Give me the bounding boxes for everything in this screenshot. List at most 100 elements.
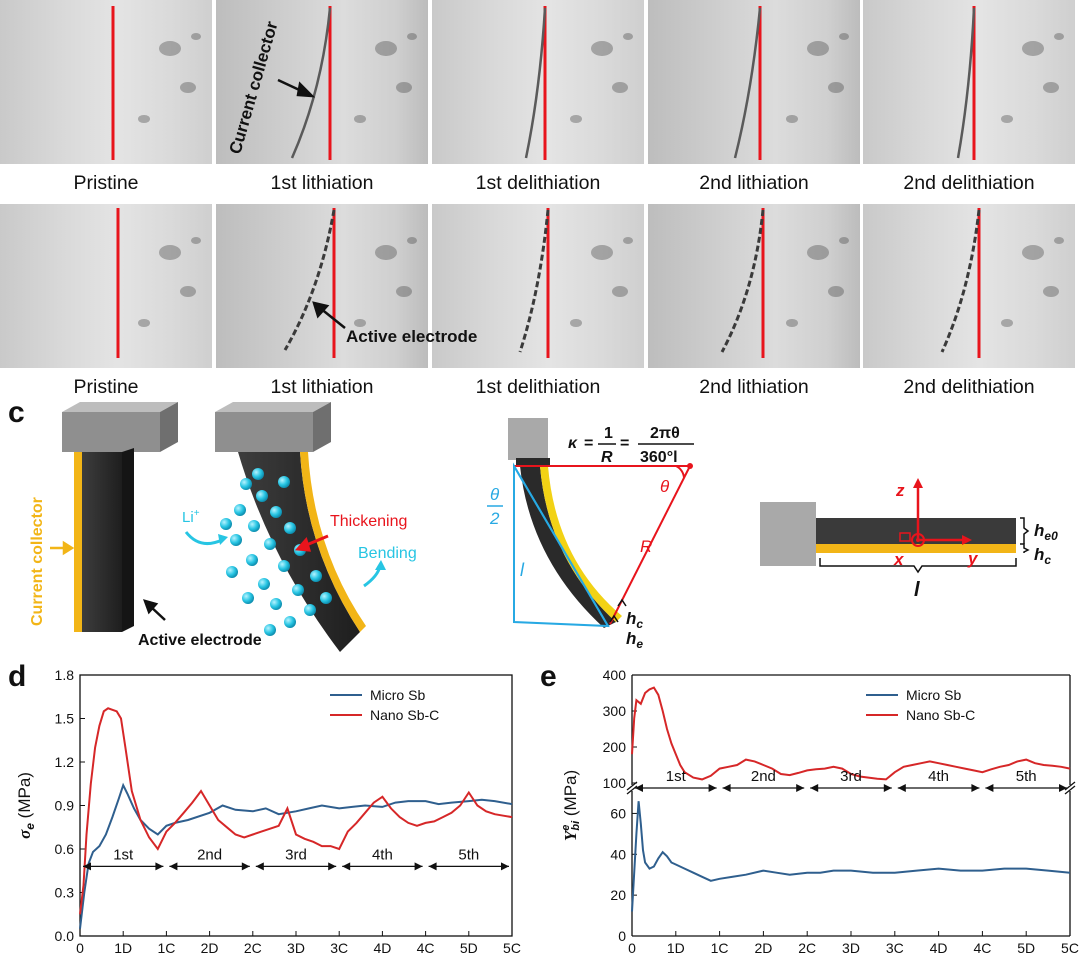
legend-label: Micro Sb xyxy=(906,687,961,703)
chart-d-cycle-label: 3rd xyxy=(285,846,307,863)
axis-y: y xyxy=(967,549,979,568)
chart-d-arrow-head xyxy=(255,862,264,871)
x-tick-label: 0 xyxy=(628,940,636,956)
row_a-photo xyxy=(432,0,644,164)
x-tick-label: 0 xyxy=(76,940,84,956)
thickening-label: Thickening xyxy=(330,513,407,530)
x-tick-label: 3C xyxy=(330,940,348,956)
thickening-arrow xyxy=(294,534,329,552)
row_a-caption: 2nd delithiation xyxy=(903,172,1035,194)
debris-spot xyxy=(807,41,829,57)
debris-spot xyxy=(406,32,417,40)
break-mark xyxy=(1064,785,1076,795)
y-tick-label: 40 xyxy=(610,846,626,862)
r-label: R xyxy=(640,537,652,556)
x-tick-label: 4D xyxy=(930,940,948,956)
debris-spot xyxy=(838,32,849,40)
y-tick-label: 0.9 xyxy=(55,798,75,814)
debris-spot xyxy=(406,236,417,244)
chart-d: 0.0 0.3 0.6 0.9 1.2 1.5 1.8 0 1D 1C 2D 2C 3D 3C 4D 4C 5D… xyxy=(15,667,521,956)
debris-spot xyxy=(807,245,829,261)
hc-he-brace xyxy=(609,598,627,623)
panel-label-d: d xyxy=(8,660,27,693)
chart-e-arrow-head xyxy=(722,784,731,792)
plot-frame xyxy=(79,674,513,937)
panel-c-schematic: Current collector Active electrode Li+ T… xyxy=(29,402,1058,652)
li-arrow-head xyxy=(218,534,228,545)
he-label-geometry: he xyxy=(626,629,643,651)
debris-spot xyxy=(622,32,633,40)
axis-x: x xyxy=(893,550,905,569)
row_a-photo xyxy=(648,0,860,164)
active-electrode-label: Active electrode xyxy=(138,632,262,649)
series-line-nano-sb-c xyxy=(631,686,1071,781)
row_a-photo xyxy=(216,0,428,164)
x-tick-label: 5D xyxy=(460,940,478,956)
debris-spot xyxy=(375,245,397,261)
collector-arrow xyxy=(50,540,75,556)
debris-spot xyxy=(785,114,798,124)
chart-d-arrow-head xyxy=(428,862,437,871)
x-tick-label: 1C xyxy=(157,940,175,956)
x-tick-label: 2D xyxy=(754,940,772,956)
row_a-caption: Pristine xyxy=(73,172,139,194)
chart-d-cycle-label: 4th xyxy=(372,846,393,863)
legend-label: Nano Sb-C xyxy=(370,707,439,723)
debris-spot xyxy=(612,82,629,94)
chart-d-arrow-head xyxy=(342,862,351,871)
x-tick-label: 3D xyxy=(287,940,305,956)
break-mark xyxy=(1064,781,1076,791)
row_a-caption: 2nd lithiation xyxy=(699,172,809,194)
y-tick-label: 1.8 xyxy=(55,667,75,683)
debris-spot xyxy=(159,41,181,57)
legend-label: Nano Sb-C xyxy=(906,707,975,723)
chart-e-arrow-head xyxy=(810,784,819,792)
debris-spot xyxy=(1053,236,1064,244)
row_b-caption: Pristine xyxy=(73,376,139,398)
y-tick-label: 0.3 xyxy=(55,885,75,901)
li-arrow-icon xyxy=(184,531,223,546)
theta-label: θ xyxy=(660,477,670,496)
chart-d-arrow-head xyxy=(328,862,337,871)
chart-d-arrow-head xyxy=(155,862,164,871)
y-tick-label: 0.6 xyxy=(55,841,75,857)
length-label: l xyxy=(914,579,920,601)
hc-label-section: hc xyxy=(1034,545,1051,567)
debris-spot xyxy=(1053,32,1064,40)
debris-spot xyxy=(612,286,629,298)
debris-spot xyxy=(396,286,413,298)
row_a-photo xyxy=(0,0,212,164)
chart-e-cycle-label: 1st xyxy=(666,768,687,785)
y-tick-label: 100 xyxy=(603,775,627,791)
x-tick-label: 5C xyxy=(1061,940,1079,956)
debris-spot xyxy=(353,318,366,328)
row_a-caption: 1st delithiation xyxy=(475,172,601,194)
chart-d-arrow-head xyxy=(241,862,250,871)
y-tick-label: 60 xyxy=(610,805,626,821)
straight-electrode xyxy=(62,402,178,632)
x-tick-label: 3D xyxy=(842,940,860,956)
chart-e-arrow-head xyxy=(985,784,994,792)
chart-e-cycle-label: 4th xyxy=(928,768,949,785)
legend-label: Micro Sb xyxy=(370,687,425,703)
active-electrode-arrow xyxy=(143,599,166,621)
y-axis-label: σe (MPa) xyxy=(15,772,37,839)
row_b-photo xyxy=(216,204,428,368)
series-line-micro-sb xyxy=(79,782,513,929)
li-label: Li+ xyxy=(182,508,200,526)
row_b-photo xyxy=(432,204,644,368)
formula: κ = 1 R = 2πθ 360°l xyxy=(568,425,684,466)
debris-spot xyxy=(190,32,201,40)
bending-arrow-head xyxy=(375,560,386,570)
row_b-photo xyxy=(648,204,860,368)
row_b-photo xyxy=(863,204,1075,368)
x-tick-label: 4C xyxy=(973,940,991,956)
debris-spot xyxy=(622,236,633,244)
row_b-caption: 2nd lithiation xyxy=(699,376,809,398)
chart-d-arrow-head xyxy=(83,862,91,871)
debris-spot xyxy=(137,318,150,328)
x-tick-label: 1D xyxy=(114,940,132,956)
debris-spot xyxy=(1022,41,1044,57)
debris-spot xyxy=(396,82,413,94)
debris-spot xyxy=(569,114,582,124)
